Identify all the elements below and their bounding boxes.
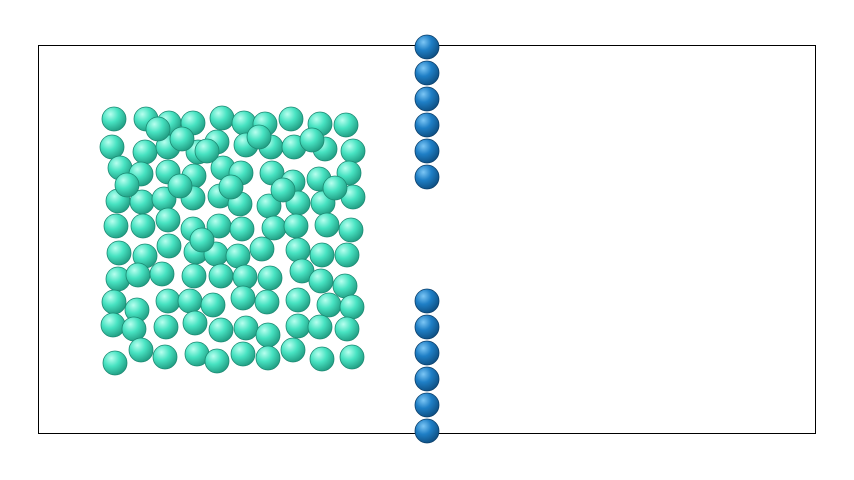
partition-wall <box>414 34 440 444</box>
gas-particle <box>106 240 132 266</box>
gas-particle <box>101 289 127 315</box>
gas-particle <box>308 268 334 294</box>
wall-particle <box>414 288 440 314</box>
gas-particle <box>338 217 364 243</box>
gas-particle <box>225 243 251 269</box>
gas-particle <box>309 242 335 268</box>
gas-particle <box>149 261 175 287</box>
gas-particle <box>194 138 220 164</box>
gas-particle <box>128 337 154 363</box>
gas-particle <box>340 138 366 164</box>
gas-particle <box>132 139 158 165</box>
gas-particle <box>167 173 193 199</box>
gas-particle <box>332 273 358 299</box>
gas-particle <box>189 227 215 253</box>
wall-particle <box>414 314 440 340</box>
gas-particle <box>153 314 179 340</box>
gas-particle <box>322 175 348 201</box>
gas-particle <box>103 213 129 239</box>
gas-particle <box>246 124 272 150</box>
gas-particle <box>307 314 333 340</box>
gas-particle <box>249 236 275 262</box>
gas-particle <box>285 237 311 263</box>
gas-particle <box>285 313 311 339</box>
gas-particle <box>339 294 365 320</box>
gas-particle <box>125 262 151 288</box>
gas-particle <box>261 215 287 241</box>
gas-particle <box>278 106 304 132</box>
gas-particle <box>309 346 335 372</box>
gas-particle <box>200 292 226 318</box>
wall-particle <box>414 366 440 392</box>
wall-particle <box>414 164 440 190</box>
gas-particle <box>181 263 207 289</box>
gas-particle <box>99 134 125 160</box>
gas-particle <box>229 216 255 242</box>
wall-particle <box>414 86 440 112</box>
gas-particle <box>270 177 296 203</box>
gas-particle <box>233 315 259 341</box>
gas-particle <box>280 337 306 363</box>
gas-particle <box>100 312 126 338</box>
gas-particle <box>145 116 171 142</box>
wall-particle <box>414 138 440 164</box>
gas-particle <box>283 213 309 239</box>
gas-particle <box>121 316 147 342</box>
gas-particle <box>333 112 359 138</box>
gas-particle <box>285 287 311 313</box>
gas-particle <box>208 263 234 289</box>
gas-particle <box>102 350 128 376</box>
gas-particle <box>230 341 256 367</box>
gas-particle <box>209 105 235 131</box>
gas-particle <box>218 174 244 200</box>
gas-particle <box>339 344 365 370</box>
gas-particle <box>255 322 281 348</box>
gas-particle <box>130 213 156 239</box>
gas-particle <box>155 288 181 314</box>
gas-particle <box>316 292 342 318</box>
gas-particle <box>314 212 340 238</box>
gas-particle <box>155 207 181 233</box>
gas-particle <box>169 126 195 152</box>
gas-particle <box>152 344 178 370</box>
wall-particle <box>414 340 440 366</box>
gas-particle <box>156 233 182 259</box>
gas-particle <box>230 285 256 311</box>
gas-particle <box>204 348 230 374</box>
gas-particle <box>334 316 360 342</box>
gas-particle <box>299 127 325 153</box>
gas-particle <box>257 265 283 291</box>
wall-particle <box>414 392 440 418</box>
gas-particle <box>101 106 127 132</box>
wall-particle <box>414 418 440 444</box>
gas-particles <box>99 105 366 376</box>
wall-particle <box>414 34 440 60</box>
gas-particle <box>177 288 203 314</box>
gas-particle <box>334 242 360 268</box>
gas-particle <box>254 289 280 315</box>
wall-particle <box>414 60 440 86</box>
gas-particle <box>232 264 258 290</box>
gas-particle <box>114 172 140 198</box>
wall-particle <box>414 112 440 138</box>
gas-particle <box>255 345 281 371</box>
gas-particle <box>208 317 234 343</box>
gas-particle <box>182 310 208 336</box>
